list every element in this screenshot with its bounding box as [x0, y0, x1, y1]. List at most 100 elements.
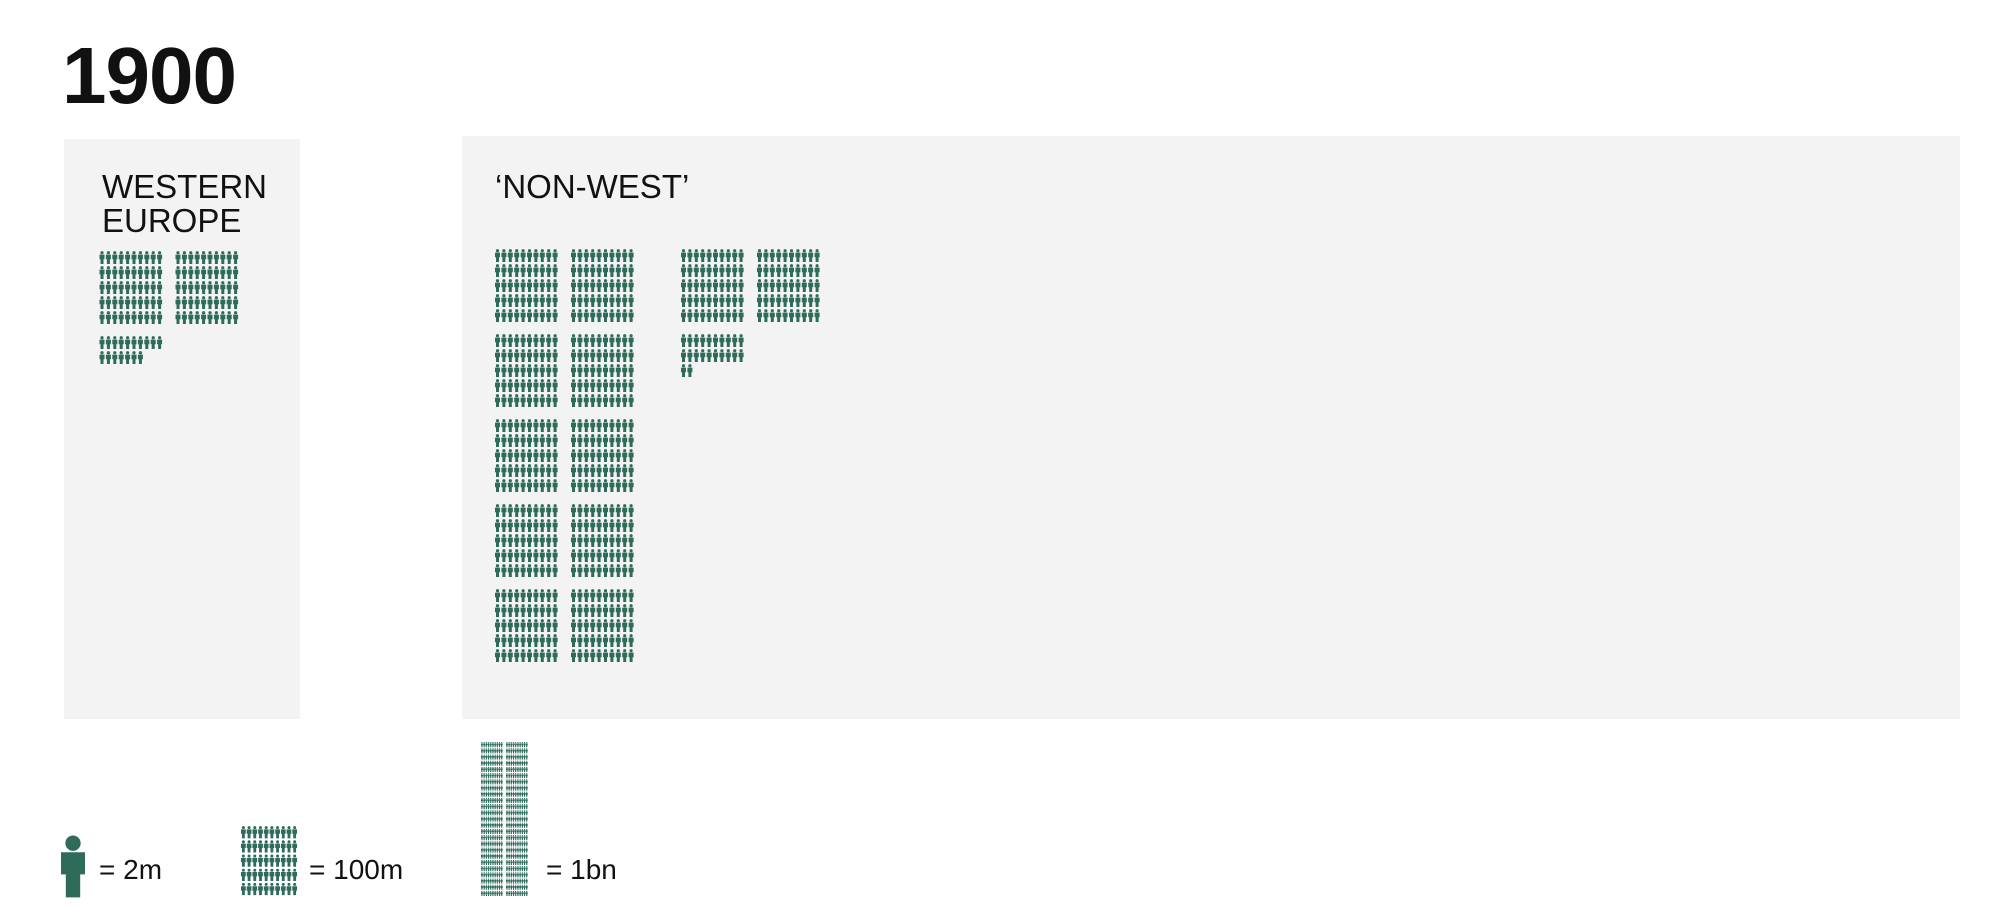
person-icon	[628, 434, 634, 447]
person-icon	[527, 264, 532, 277]
person-icon	[483, 773, 486, 779]
person-icon	[571, 634, 576, 647]
person-icon	[510, 760, 513, 766]
person-icon	[506, 766, 508, 772]
person-icon	[485, 853, 488, 859]
person-icon	[501, 449, 507, 462]
person-icon	[520, 279, 526, 292]
person-icon	[500, 754, 503, 760]
person-icon	[510, 748, 513, 754]
person-icon	[181, 266, 187, 279]
person-icon	[525, 866, 528, 872]
person-icon	[485, 835, 488, 841]
person-icon	[489, 822, 492, 828]
person-icon	[583, 334, 589, 347]
person-icon	[207, 251, 213, 264]
person-icon	[596, 589, 602, 602]
person-icon	[489, 878, 492, 884]
person-icon	[137, 311, 143, 324]
person-icon	[681, 334, 686, 347]
person-icon	[622, 249, 628, 262]
person-icon	[782, 249, 788, 262]
person-icon	[546, 649, 552, 662]
person-icon	[622, 534, 628, 547]
person-icon	[527, 419, 532, 432]
person-icon	[603, 464, 608, 477]
person-icon	[525, 754, 528, 760]
person-icon	[590, 419, 596, 432]
person-icon	[583, 604, 589, 617]
person-icon	[481, 847, 483, 853]
person-icon	[226, 251, 232, 264]
person-icon	[789, 249, 794, 262]
person-icon	[577, 549, 583, 562]
person-icon	[521, 766, 524, 772]
person-icon	[514, 534, 520, 547]
person-icon	[527, 589, 532, 602]
person-icon	[496, 835, 499, 841]
person-icon	[494, 779, 497, 785]
person-icon	[609, 479, 615, 492]
person-icon	[514, 760, 517, 766]
person-icon	[577, 564, 583, 577]
person-icon	[628, 519, 634, 532]
person-icon	[495, 519, 500, 532]
person-icon	[506, 779, 508, 785]
person-icon	[533, 434, 539, 447]
person-icon	[514, 649, 520, 662]
person-icon	[546, 504, 552, 517]
person-icon	[571, 349, 576, 362]
person-icon	[527, 649, 532, 662]
person-icon	[527, 519, 532, 532]
person-icon	[539, 364, 545, 377]
person-icon	[481, 878, 483, 884]
person-icon	[609, 519, 615, 532]
person-icon	[275, 854, 280, 867]
person-icon	[495, 334, 500, 347]
person-icon	[489, 866, 492, 872]
person-icon	[500, 797, 503, 803]
person-icon	[226, 311, 232, 324]
person-icon	[500, 785, 503, 791]
person-icon	[498, 785, 501, 791]
person-icon	[496, 804, 499, 810]
person-icon	[483, 748, 486, 754]
person-icon	[525, 742, 528, 748]
person-icon	[487, 859, 490, 865]
person-icon	[590, 294, 596, 307]
person-icon	[533, 394, 539, 407]
person-icon	[519, 754, 522, 760]
person-icon	[495, 604, 500, 617]
person-icon	[118, 251, 124, 264]
person-icon	[577, 394, 583, 407]
person-icon	[514, 748, 517, 754]
person-icon	[510, 742, 513, 748]
person-icon	[603, 334, 608, 347]
person-icon	[485, 791, 488, 797]
person-icon	[508, 847, 511, 853]
person-icon	[757, 294, 762, 307]
person-icon	[188, 311, 194, 324]
person-icon	[583, 309, 589, 322]
person-icon	[125, 351, 131, 364]
person-icon	[782, 309, 788, 322]
person-icon	[514, 835, 517, 841]
person-icon	[687, 294, 693, 307]
person-icon	[508, 810, 511, 816]
person-icon	[498, 853, 501, 859]
person-icon	[501, 649, 507, 662]
person-icon	[481, 890, 483, 896]
person-icon	[492, 872, 494, 878]
person-icon	[615, 564, 621, 577]
person-icon	[628, 604, 634, 617]
person-icon	[489, 760, 492, 766]
panel	[64, 139, 300, 719]
person-icon	[533, 504, 539, 517]
person-icon	[519, 785, 522, 791]
person-icon	[523, 785, 526, 791]
person-icon	[507, 449, 513, 462]
person-icon	[150, 336, 156, 349]
person-icon	[687, 349, 693, 362]
person-icon	[181, 311, 187, 324]
person-icon	[577, 249, 583, 262]
